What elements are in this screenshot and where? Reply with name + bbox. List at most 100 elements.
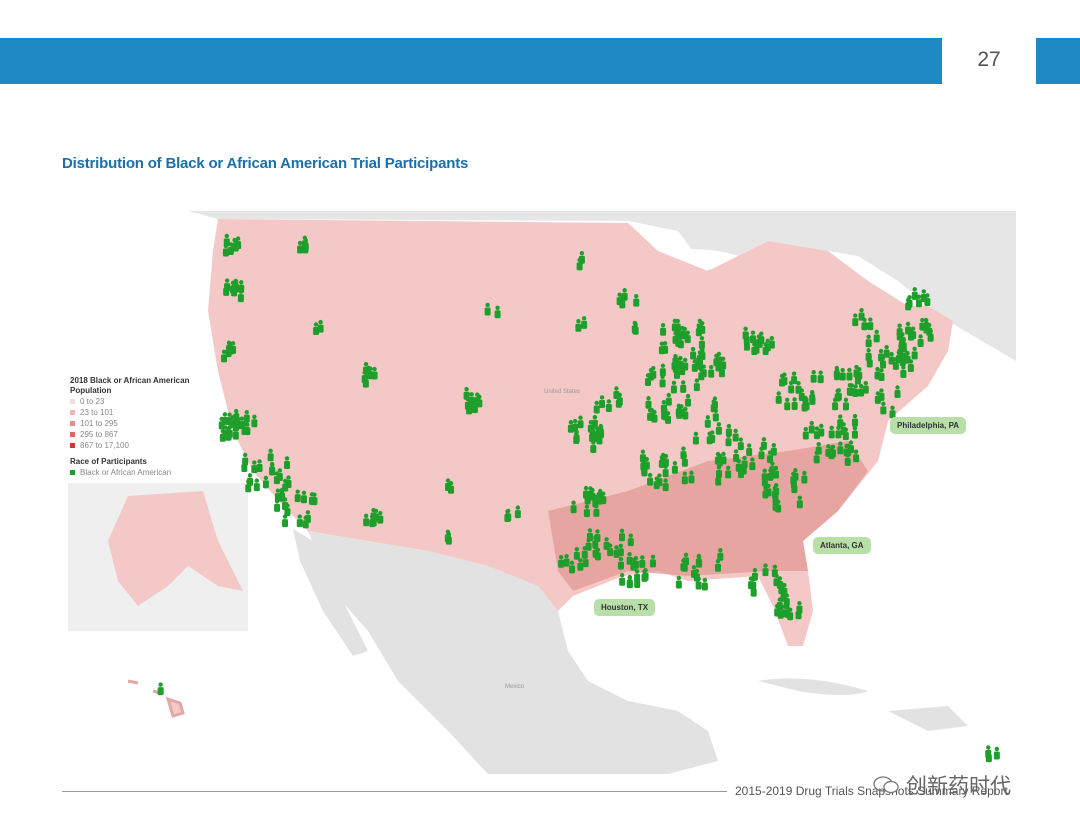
participant-marker-icon [505,508,512,522]
participant-marker-icon [815,441,822,455]
participant-marker-icon [463,387,470,400]
participant-marker-icon [662,478,669,492]
participant-marker-icon [361,370,368,384]
participant-marker-icon [626,551,633,565]
participant-marker-icon [717,548,724,561]
participant-marker-icon [796,495,803,509]
participant-marker-icon [828,425,835,439]
participant-marker-icon [751,567,758,581]
participant-marker-icon [688,470,695,484]
participant-marker-icon [660,323,667,336]
participant-marker-icon [846,367,853,381]
legend-race-item: Black or African American [70,467,200,478]
caribbean-region [888,706,968,731]
legend-swatch [70,410,75,415]
legend-item: 0 to 23 [70,396,200,407]
participant-marker-icon [706,431,713,445]
alaska-region [108,491,243,606]
participant-marker-icon [573,431,580,444]
participant-marker-icon [641,461,648,475]
participant-marker-icon [910,326,917,340]
participant-marker-icon [896,323,903,337]
participant-marker-icon [575,319,582,332]
participant-marker-icon [656,473,663,487]
legend-item: 23 to 101 [70,407,200,418]
participant-marker-icon [569,560,576,574]
participant-marker-icon [691,359,698,372]
participant-marker-icon [809,389,816,403]
participant-marker-icon [665,392,672,406]
participant-marker-icon [795,381,802,394]
footer-divider [62,791,727,792]
participant-marker-icon [701,577,708,591]
participant-marker-icon [883,344,890,358]
participant-marker-icon [858,383,865,397]
participant-marker-icon [589,487,596,501]
participant-marker-icon [651,409,658,423]
participant-marker-icon [915,294,922,308]
legend-item-label: 295 to 867 [80,430,118,439]
participant-marker-icon [907,359,914,372]
participant-marker-icon [681,326,688,340]
legend-item-label: 0 to 23 [80,397,105,406]
participant-marker-icon [650,366,657,379]
participant-marker-icon [865,334,872,348]
participant-marker-icon [813,426,820,440]
participant-marker-icon [241,422,248,436]
participant-marker-icon [762,563,769,577]
participant-marker-icon [613,545,620,558]
participant-marker-icon [284,456,291,469]
participant-marker-icon [901,348,908,361]
participant-marker-icon [593,504,600,517]
participant-marker-icon [790,471,797,485]
participant-marker-icon [514,505,521,519]
participant-marker-icon [242,452,249,466]
legend-swatch [70,432,75,437]
slide-title: Distribution of Black or African America… [62,155,469,172]
participant-marker-icon [760,437,767,450]
participant-marker-icon [761,468,768,482]
watermark: 创新药时代 [906,775,1011,798]
participant-marker-icon [993,746,1000,760]
participant-marker-icon [618,528,625,542]
participant-marker-icon [894,385,901,398]
header-bar-right [1036,38,1080,84]
participant-marker-icon [853,449,860,463]
participant-marker-icon [659,374,666,388]
participant-marker-icon [273,471,280,485]
map[interactable]: United States Mexico [68,211,1016,774]
participant-marker-icon [905,321,912,335]
participant-marker-icon [725,423,732,437]
legend-title: 2018 Black or African American [70,376,190,385]
participant-marker-icon [735,459,742,472]
participant-marker-icon [665,411,672,424]
participant-marker-icon [317,319,324,333]
participant-marker-icon [851,425,858,439]
participant-marker-icon [227,341,234,355]
participant-marker-icon [592,535,599,549]
participant-marker-icon [780,589,787,602]
participant-marker-icon [581,546,588,559]
legend-race-label: Black or African American [80,468,172,477]
participant-marker-icon [680,446,687,460]
participant-marker-icon [808,420,815,434]
legend-swatch [70,421,75,426]
participant-marker-icon [852,313,859,327]
participant-marker-icon [476,394,483,408]
participant-marker-icon [678,404,685,417]
legend-title-2: Population [70,386,112,395]
participant-marker-icon [725,465,732,479]
legend-swatch [70,399,75,404]
participant-marker-icon [846,382,853,396]
participant-marker-icon [762,342,769,355]
participant-marker-icon [698,367,705,381]
participant-marker-icon [570,500,577,514]
participant-marker-icon [775,499,782,513]
participant-marker-icon [791,397,798,410]
participant-marker-icon [302,515,309,529]
header-bar [0,38,942,84]
participant-marker-icon [363,513,370,527]
participant-marker-icon [803,397,810,411]
participant-marker-icon [594,529,601,542]
legend-item: 295 to 867 [70,429,200,440]
